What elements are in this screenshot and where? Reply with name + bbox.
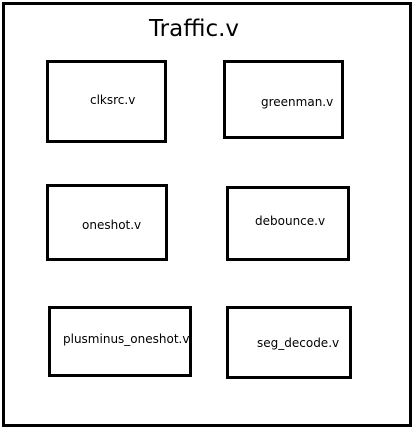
module-box-greenman	[223, 60, 344, 139]
module-box-debounce	[226, 186, 350, 261]
module-box-clksrc	[46, 60, 167, 143]
module-label-oneshot: oneshot.v	[82, 218, 142, 232]
module-label-seg-decode: seg_decode.v	[257, 336, 340, 350]
top-module-title: Traffic.v	[148, 16, 240, 42]
module-label-debounce: debounce.v	[255, 214, 326, 228]
module-label-plusminus-oneshot: plusminus_oneshot.v	[63, 332, 190, 346]
module-box-seg-decode	[226, 306, 352, 379]
module-box-plusminus-oneshot	[48, 306, 192, 377]
module-label-clksrc: clksrc.v	[90, 93, 136, 107]
module-label-greenman: greenman.v	[261, 95, 334, 109]
top-module-frame	[2, 2, 412, 427]
module-box-oneshot	[46, 184, 168, 261]
